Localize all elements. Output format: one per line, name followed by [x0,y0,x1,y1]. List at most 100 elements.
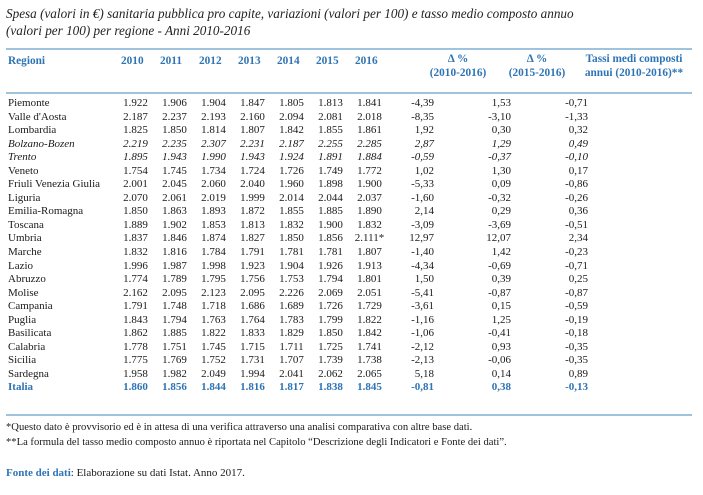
tasso-medio: -0,19 [565,313,588,326]
table-row: Friuli Venezia Giulia 2.001 2.045 2.060 2.04… [6,178,622,192]
region-name: Marche [8,246,42,259]
year-value: 1.807 [357,246,382,259]
year-value: 1.850 [162,124,187,137]
year-value: 2.069 [318,286,343,299]
year-value: 2.160 [240,110,265,123]
year-value: 2.037 [357,191,382,204]
tasso-medio: -0,86 [565,178,588,191]
tasso-medio: -0,87 [565,286,588,299]
year-value: 1.833 [240,327,265,340]
year-value: 1.987 [162,259,187,272]
delta-2015-2016: -0,37 [488,151,511,164]
region-name: Molise [8,286,39,299]
table-title: Spesa (valori in €) sanitaria pubblica p… [6,6,574,38]
tasso-medio: 2,34 [568,232,588,245]
year-value: 1.924 [279,151,304,164]
year-value: 1.958 [123,367,148,380]
region-name: Campania [8,300,53,313]
year-value: 1.846 [162,232,187,245]
tasso-medio: 0,49 [568,137,588,150]
year-value: 1.994 [240,367,265,380]
table-row: Valle d'Aosta 2.187 2.237 2.193 2.160 2.094 2.… [6,111,622,125]
year-value: 1.904 [279,259,304,272]
year-value: 2.307 [201,137,226,150]
year-value: 2.111* [354,232,385,245]
year-value: 1.745 [162,164,187,177]
delta-2015-2016: 0,15 [491,300,511,313]
year-value: 2.019 [201,191,226,204]
delta-2010-2016: -4,34 [411,259,434,272]
year-value: 2.001 [123,178,148,191]
year-value: 2.060 [201,178,226,191]
year-value: 1.841 [357,97,382,109]
year-value: 1.774 [123,273,148,286]
table-row: Molise 2.162 2.095 2.123 2.095 2.226 2.069 2.05… [6,287,622,301]
delta-2010-2016: -8,35 [411,110,434,123]
delta-2015-2016: 0,14 [491,367,511,380]
year-value: 1.845 [357,381,382,394]
year-value: 1.711 [279,340,304,353]
year-value: 2.187 [123,110,148,123]
year-value: 1.895 [123,151,148,164]
year-value: 1.726 [318,300,343,313]
year-value: 1.817 [279,381,304,394]
year-value: 2.018 [357,110,382,123]
year-value: 1.726 [279,164,304,177]
year-value: 1.729 [357,300,382,313]
delta-2010-2016: -0,59 [411,151,434,164]
table-row: Marche 1.832 1.816 1.784 1.791 1.781 1.781 1.80… [6,246,622,260]
year-value: 2.049 [201,367,226,380]
year-value: 1.843 [123,313,148,326]
year-value: 2.237 [162,110,187,123]
year-value: 1.838 [318,381,343,394]
table-row: Umbria 1.837 1.846 1.874 1.827 1.850 1.856 2.11… [6,232,622,246]
year-value: 2.285 [357,137,382,150]
table-row: Sardegna 1.958 1.982 2.049 1.994 2.041 2.062 2.… [6,368,622,382]
tasso-medio: -0,13 [565,381,588,394]
table-row: Liguria 2.070 2.061 2.019 1.999 2.014 2.044 2.0… [6,192,622,206]
year-value: 1.855 [279,205,304,218]
delta-2015-2016: 1,25 [491,313,511,326]
region-name: Basilicata [8,327,52,340]
region-name: Emilia-Romagna [8,205,84,218]
table-row: Sicilia 1.775 1.769 1.752 1.731 1.707 1.739 1.7… [6,354,622,368]
delta-2010-2016: -1,60 [411,191,434,204]
year-value: 1.860 [123,381,148,394]
year-value: 1.906 [162,97,187,109]
delta-2010-2016: 1,02 [414,164,434,177]
year-value: 1.784 [201,246,226,259]
year-value: 2.051 [357,286,382,299]
table-row: Calabria 1.778 1.751 1.745 1.715 1.711 1.725 1.… [6,341,622,355]
delta-2010-2016: -1,16 [411,313,434,326]
table-row: Piemonte 1.922 1.906 1.904 1.847 1.805 1.813 1.… [6,97,622,111]
delta-2015-2016: 0,93 [491,340,511,353]
year-value: 1.832 [123,246,148,259]
tasso-medio: -1,33 [565,110,588,123]
table-row: Campania 1.791 1.748 1.718 1.686 1.689 1.726 1.… [6,300,622,314]
delta-2015-2016: 12,07 [486,232,511,245]
year-value: 1.844 [201,381,226,394]
year-value: 1.734 [201,164,226,177]
tasso-medio: 0,25 [568,273,588,286]
header-year: 2014 [277,55,300,67]
delta-2010-2016: 5,18 [414,367,434,380]
year-value: 2.219 [123,137,148,150]
year-value: 2.070 [123,191,148,204]
year-value: 1.850 [279,232,304,245]
year-value: 1.832 [279,218,304,231]
year-value: 1.943 [240,151,265,164]
year-value: 1.791 [240,246,265,259]
year-value: 1.998 [201,259,226,272]
year-value: 1.805 [279,97,304,109]
year-value: 1.783 [279,313,304,326]
region-name: Puglia [8,313,37,326]
region-name: Abruzzo [8,273,46,286]
year-value: 1.816 [240,381,265,394]
year-value: 1.982 [162,367,187,380]
tasso-medio: -0,35 [565,340,588,353]
tasso-medio: -0,71 [565,97,588,109]
year-value: 1.738 [357,354,382,367]
year-value: 2.162 [123,286,148,299]
year-value: 1.741 [357,340,382,353]
table-row: Lazio 1.996 1.987 1.998 1.923 1.904 1.926 1.913… [6,260,622,274]
